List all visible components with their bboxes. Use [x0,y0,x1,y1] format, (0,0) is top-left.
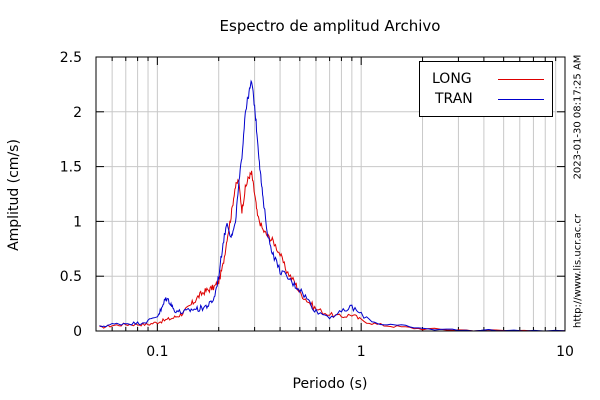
y-tick-label: 2 [73,105,82,121]
y-axis-label: Amplitud (cm/s) [6,139,22,251]
legend-swatch-tran [498,99,544,100]
y-tick-label: 1.5 [60,160,82,176]
x-tick-label: 0.1 [146,344,168,360]
legend-item-tran: TRAN [420,89,554,109]
chart-title: Espectro de amplitud Archivo [219,17,441,35]
y-tick-label: 0.5 [60,269,82,285]
series-line-long [99,170,566,332]
y-tick-label: 2.5 [60,50,82,66]
legend-item-long: LONG [420,69,554,89]
series-line-tran [99,79,566,332]
url-text: http://www.lis.ucr.ac.cr [572,214,584,328]
legend-label-tran: TRAN [435,91,473,107]
plot-frame [95,56,566,332]
x-tick-label: 1 [357,344,366,360]
legend-swatch-long [498,79,544,80]
x-tick-label: 10 [556,344,574,360]
x-axis-label: Periodo (s) [292,376,368,392]
y-tick-label: 0 [73,324,82,340]
series-layer [99,79,566,332]
tick-labels: 0.1 1 10 0 0.5 1 1.5 2 2.5 [60,50,574,360]
timestamp-text: 2023-01-30 08:17:25 AM [572,54,584,180]
legend-label-long: LONG [432,71,472,87]
y-tick-label: 1 [73,214,82,230]
legend: LONG TRAN [419,61,553,117]
